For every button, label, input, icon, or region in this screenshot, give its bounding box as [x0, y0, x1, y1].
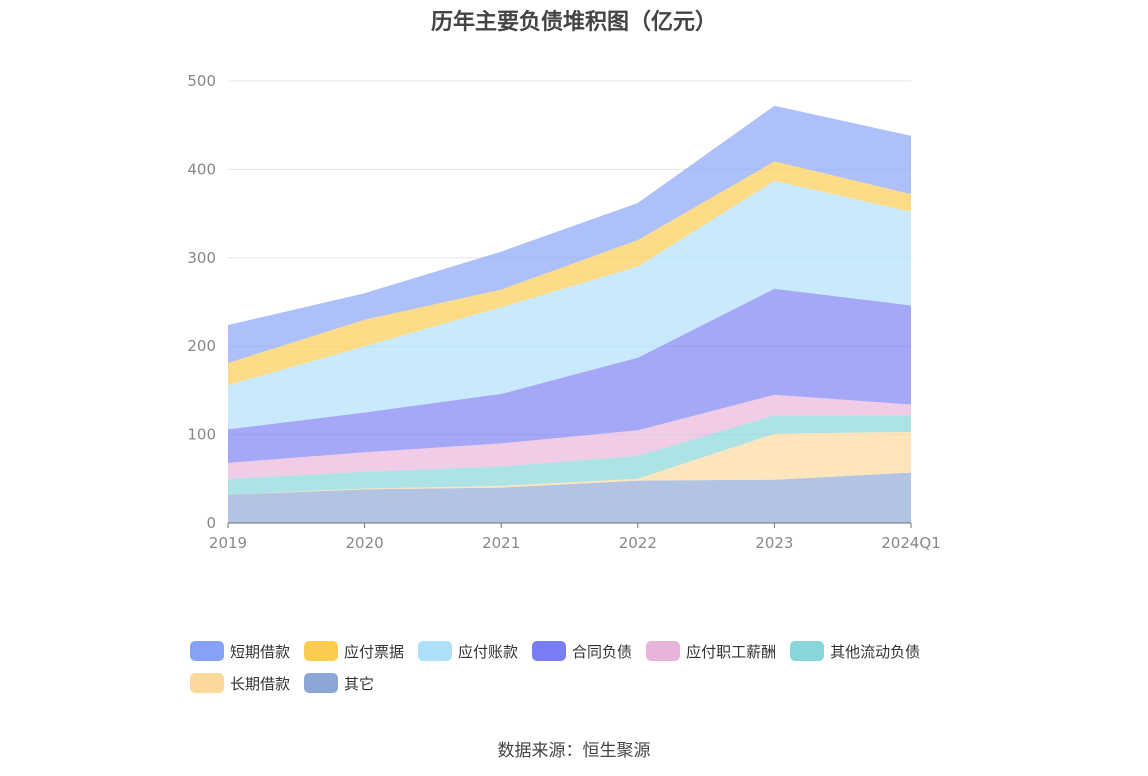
chart-title: 历年主要负债堆积图（亿元） — [430, 10, 717, 35]
area-series-5[interactable] — [228, 180, 911, 430]
legend-swatch — [190, 673, 224, 693]
stacked-area-chart: 0 100 200 300 400 500 2019 2020 2021 2022 2023 2024… — [187, 72, 941, 552]
x-tick-label: 2021 — [482, 534, 520, 552]
x-tick-label: 2020 — [346, 534, 384, 552]
legend-label: 应付票据 — [344, 642, 405, 661]
legend-label: 合同负债 — [572, 642, 633, 661]
area-series-4[interactable] — [228, 288, 911, 463]
area-series-3[interactable] — [228, 394, 911, 479]
area-series-2[interactable] — [228, 415, 911, 495]
legend-swatch — [304, 641, 339, 661]
legend-swatch — [190, 641, 224, 661]
x-tick-label: 2023 — [755, 534, 793, 552]
legend-item[interactable]: 应付职工薪酬 — [646, 640, 776, 662]
area-series-0[interactable] — [228, 472, 911, 523]
chart-legend: 短期借款 应付票据 应付账款 合同负债 应付职工薪酬 其他流动负债长期借款 其它 — [190, 640, 990, 694]
x-tick-label: 2019 — [209, 534, 247, 552]
legend-item[interactable]: 应付账款 — [418, 640, 518, 662]
y-tick-label: 100 — [187, 426, 216, 444]
legend-label: 其他流动负债 — [830, 642, 921, 661]
legend-item[interactable]: 长期借款 — [190, 672, 290, 694]
legend-label: 其它 — [344, 674, 375, 693]
legend-item[interactable]: 短期借款 — [190, 640, 290, 662]
legend-item[interactable]: 合同负债 — [532, 640, 632, 662]
x-tick-label: 2024Q1 — [881, 534, 941, 552]
legend-item[interactable]: 其他流动负债 — [790, 640, 920, 662]
legend-swatch — [418, 641, 453, 661]
area-series-6[interactable] — [228, 161, 911, 386]
legend-item[interactable]: 其它 — [304, 672, 374, 694]
y-tick-label: 500 — [187, 72, 216, 90]
y-tick-label: 300 — [187, 249, 216, 267]
legend-swatch — [304, 673, 339, 693]
area-series-7[interactable] — [228, 105, 911, 364]
legend-swatch — [790, 641, 825, 661]
x-tick-label: 2022 — [619, 534, 657, 552]
legend-label: 应付职工薪酬 — [686, 642, 777, 661]
data-source-note: 数据来源：恒生聚源 — [497, 741, 651, 761]
legend-label: 长期借款 — [230, 674, 291, 693]
y-tick-label: 0 — [206, 514, 216, 532]
y-tick-label: 400 — [187, 160, 216, 178]
legend-item[interactable]: 应付票据 — [304, 640, 404, 662]
y-tick-label: 200 — [187, 337, 216, 355]
legend-swatch — [646, 641, 681, 661]
area-series-1[interactable] — [228, 431, 911, 495]
legend-label: 应付账款 — [458, 642, 519, 661]
legend-label: 短期借款 — [230, 642, 291, 661]
legend-swatch — [532, 641, 567, 661]
